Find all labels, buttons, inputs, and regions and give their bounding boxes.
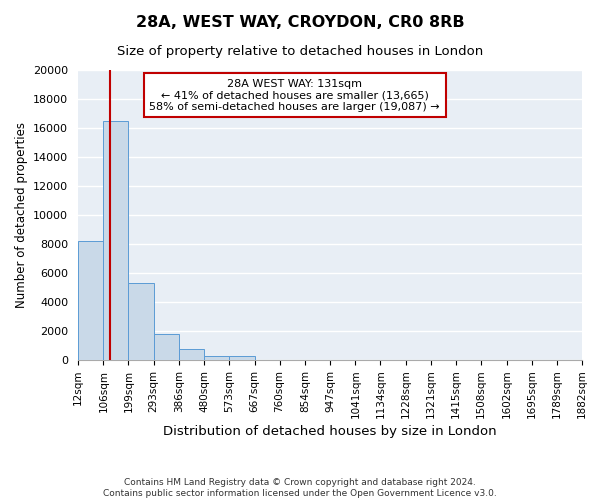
Text: 28A, WEST WAY, CROYDON, CR0 8RB: 28A, WEST WAY, CROYDON, CR0 8RB xyxy=(136,15,464,30)
Text: Contains HM Land Registry data © Crown copyright and database right 2024.
Contai: Contains HM Land Registry data © Crown c… xyxy=(103,478,497,498)
Bar xyxy=(78,241,103,360)
Bar xyxy=(229,356,254,360)
Text: Size of property relative to detached houses in London: Size of property relative to detached ho… xyxy=(117,45,483,58)
Y-axis label: Number of detached properties: Number of detached properties xyxy=(14,122,28,308)
Bar xyxy=(103,120,128,360)
Bar xyxy=(128,283,154,360)
Bar xyxy=(204,356,229,360)
Bar xyxy=(154,334,179,360)
X-axis label: Distribution of detached houses by size in London: Distribution of detached houses by size … xyxy=(163,426,497,438)
Text: 28A WEST WAY: 131sqm
← 41% of detached houses are smaller (13,665)
58% of semi-d: 28A WEST WAY: 131sqm ← 41% of detached h… xyxy=(149,78,440,112)
Bar xyxy=(179,349,204,360)
